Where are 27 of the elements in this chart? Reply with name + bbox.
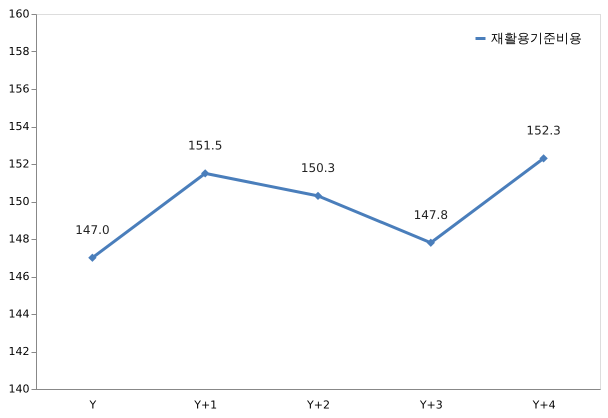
- x-tick-label: Y+2: [306, 398, 330, 412]
- y-tick-label: 154: [8, 120, 30, 133]
- y-tick-label: 150: [8, 195, 30, 208]
- point: [314, 192, 322, 200]
- point: [201, 169, 210, 178]
- point: [426, 238, 435, 247]
- point: [88, 254, 97, 262]
- y-tick-label: 148: [8, 232, 30, 246]
- x-tick-label: Y+4: [532, 398, 556, 412]
- y-tick-label: 144: [8, 308, 30, 320]
- data-label: 147.8: [414, 208, 448, 222]
- y-tick-label: 156: [8, 82, 30, 96]
- y-tick-label: 140: [8, 382, 30, 396]
- data-label: 150.3: [300, 160, 336, 175]
- x-tick-label: Y+3: [418, 398, 443, 412]
- y-tick-label: 152: [8, 158, 30, 170]
- data-label: 151.5: [188, 138, 222, 152]
- data-label: 147.0: [75, 222, 110, 237]
- y-tick-label: 160: [8, 8, 30, 20]
- y-tick-label: 146: [8, 270, 30, 283]
- y-tick-label: 158: [8, 45, 30, 58]
- y-tick-label: 142: [8, 345, 30, 358]
- x-tick-label: Y+1: [193, 398, 218, 412]
- x-tick-label: Y: [88, 398, 97, 412]
- data-label: 152.3: [526, 123, 561, 138]
- point: [539, 154, 548, 163]
- legend-label: 재활용기준비용: [491, 32, 582, 46]
